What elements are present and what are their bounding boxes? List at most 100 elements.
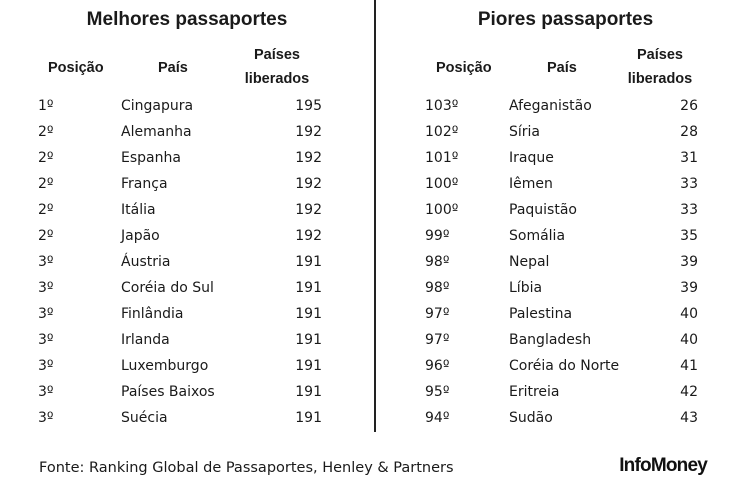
position-cell: 2º	[38, 228, 54, 244]
table-row: 101º Iraque 31	[376, 145, 755, 171]
worst-header-count-line2: liberados	[627, 71, 693, 87]
count-cell: 192	[295, 150, 322, 166]
table-row: 2º Japão 192	[0, 223, 374, 249]
position-cell: 3º	[38, 332, 54, 348]
position-cell: 2º	[38, 150, 54, 166]
table-row: 97º Bangladesh 40	[376, 327, 755, 353]
count-cell: 35	[680, 228, 698, 244]
country-cell: Coréia do Norte	[509, 358, 620, 374]
country-cell: Itália	[121, 202, 156, 218]
position-cell: 98º	[425, 280, 450, 296]
country-cell: Alemanha	[121, 124, 192, 140]
country-cell: Nepal	[509, 254, 550, 270]
count-cell: 191	[295, 410, 322, 426]
position-cell: 97º	[425, 332, 450, 348]
count-cell: 191	[295, 254, 322, 270]
position-cell: 2º	[38, 176, 54, 192]
table-row: 99º Somália 35	[376, 223, 755, 249]
count-cell: 40	[680, 306, 698, 322]
count-cell: 26	[680, 98, 698, 114]
position-cell: 97º	[425, 306, 450, 322]
count-cell: 33	[680, 176, 698, 192]
worst-passports-panel: Piores passaportes Posição País Países l…	[376, 0, 755, 432]
position-cell: 2º	[38, 202, 54, 218]
count-cell: 191	[295, 384, 322, 400]
count-cell: 31	[680, 150, 698, 166]
position-cell: 102º	[425, 124, 459, 140]
best-passports-list: 1º Cingapura 195 2º Alemanha 192 2º Espanha 19…	[0, 93, 374, 431]
count-cell: 192	[295, 176, 322, 192]
position-cell: 3º	[38, 306, 54, 322]
table-row: 3º Finlândia 191	[0, 301, 374, 327]
best-header-count-line1: Países	[254, 47, 300, 63]
table-row: 100º Iêmen 33	[376, 171, 755, 197]
table-row: 3º Luxemburgo 191	[0, 353, 374, 379]
position-cell: 96º	[425, 358, 450, 374]
table-row: 2º Espanha 192	[0, 145, 374, 171]
table-row: 3º Áustria 191	[0, 249, 374, 275]
best-header-country: País	[158, 60, 188, 76]
country-cell: Síria	[509, 124, 541, 140]
position-cell: 3º	[38, 254, 54, 270]
position-cell: 95º	[425, 384, 450, 400]
position-cell: 94º	[425, 410, 450, 426]
table-row: 100º Paquistão 33	[376, 197, 755, 223]
column-divider	[374, 0, 376, 432]
country-cell: Sudão	[509, 410, 553, 426]
count-cell: 191	[295, 358, 322, 374]
count-cell: 192	[295, 228, 322, 244]
worst-header-count-line1: Países	[637, 47, 683, 63]
table-row: 94º Sudão 43	[376, 405, 755, 431]
count-cell: 195	[295, 98, 322, 114]
position-cell: 1º	[38, 98, 54, 114]
worst-header-count: Países liberados	[627, 43, 693, 91]
table-row: 98º Nepal 39	[376, 249, 755, 275]
country-cell: Áustria	[121, 254, 171, 270]
count-cell: 192	[295, 202, 322, 218]
position-cell: 3º	[38, 410, 54, 426]
infomoney-logo: InfoMoney	[619, 455, 708, 476]
country-cell: Iraque	[509, 150, 554, 166]
country-cell: Palestina	[509, 306, 573, 322]
table-row: 2º Itália 192	[0, 197, 374, 223]
count-cell: 41	[680, 358, 698, 374]
table-row: 1º Cingapura 195	[0, 93, 374, 119]
country-cell: Finlândia	[121, 306, 184, 322]
country-cell: Paquistão	[509, 202, 577, 218]
count-cell: 191	[295, 332, 322, 348]
country-cell: Somália	[509, 228, 566, 244]
position-cell: 100º	[425, 202, 459, 218]
country-cell: França	[121, 176, 168, 192]
position-cell: 100º	[425, 176, 459, 192]
country-cell: Afeganistão	[509, 98, 592, 114]
count-cell: 28	[680, 124, 698, 140]
country-cell: Países Baixos	[121, 384, 215, 400]
table-row: 96º Coréia do Norte 41	[376, 353, 755, 379]
country-cell: Luxemburgo	[121, 358, 209, 374]
count-cell: 33	[680, 202, 698, 218]
table-row: 3º Países Baixos 191	[0, 379, 374, 405]
position-cell: 99º	[425, 228, 450, 244]
count-cell: 191	[295, 280, 322, 296]
count-cell: 39	[680, 254, 698, 270]
country-cell: Espanha	[121, 150, 181, 166]
table-row: 98º Líbia 39	[376, 275, 755, 301]
best-header-count-line2: liberados	[244, 71, 310, 87]
country-cell: Iêmen	[509, 176, 553, 192]
position-cell: 2º	[38, 124, 54, 140]
country-cell: Coréia do Sul	[121, 280, 214, 296]
country-cell: Líbia	[509, 280, 543, 296]
worst-header-country: País	[547, 60, 577, 76]
best-passports-title: Melhores passaportes	[86, 9, 288, 30]
country-cell: Suécia	[121, 410, 168, 426]
count-cell: 43	[680, 410, 698, 426]
country-cell: Japão	[121, 228, 160, 244]
position-cell: 3º	[38, 384, 54, 400]
table-row: 3º Suécia 191	[0, 405, 374, 431]
table-row: 102º Síria 28	[376, 119, 755, 145]
table-row: 97º Palestina 40	[376, 301, 755, 327]
position-cell: 98º	[425, 254, 450, 270]
worst-header-position: Posição	[436, 60, 492, 76]
source-note: Fonte: Ranking Global de Passaportes, He…	[39, 460, 454, 476]
best-header-position: Posição	[48, 60, 104, 76]
